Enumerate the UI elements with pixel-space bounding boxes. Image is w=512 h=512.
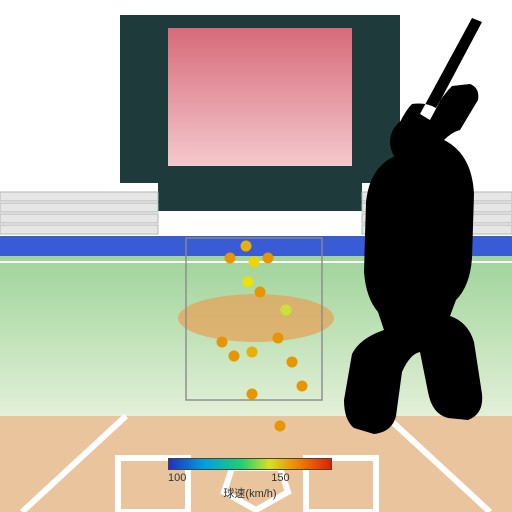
pitch-marker bbox=[255, 287, 266, 298]
pitch-marker bbox=[225, 253, 236, 264]
pitch-marker bbox=[287, 357, 298, 368]
pitch-marker bbox=[229, 351, 240, 362]
legend-tick: 100 bbox=[168, 472, 186, 484]
pitch-marker bbox=[281, 305, 292, 316]
legend-label: 球速(km/h) bbox=[168, 485, 332, 501]
pitch-marker bbox=[263, 253, 274, 264]
scoreboard-screen bbox=[168, 28, 352, 166]
pitch-marker bbox=[241, 241, 252, 252]
pitch-marker bbox=[247, 389, 258, 400]
legend-gradient-bar bbox=[168, 458, 332, 470]
pitch-marker bbox=[243, 277, 254, 288]
pitchers-mound bbox=[178, 294, 334, 342]
pitch-marker bbox=[217, 337, 228, 348]
pitch-marker bbox=[273, 333, 284, 344]
legend-ticks: 100 150 bbox=[168, 472, 332, 484]
pitch-marker bbox=[247, 347, 258, 358]
speed-legend: 100 150 球速(km/h) bbox=[168, 458, 332, 501]
pitch-location-chart: 100 150 球速(km/h) bbox=[0, 0, 512, 512]
scoreboard-base bbox=[158, 183, 362, 211]
pitch-marker bbox=[297, 381, 308, 392]
scene-svg bbox=[0, 0, 512, 512]
pitch-marker bbox=[275, 421, 286, 432]
pitch-marker bbox=[249, 257, 260, 268]
legend-tick: 150 bbox=[271, 472, 289, 484]
